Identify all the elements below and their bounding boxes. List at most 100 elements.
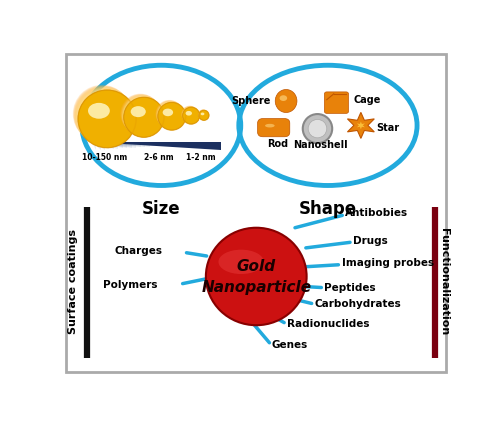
FancyBboxPatch shape (324, 92, 348, 114)
Ellipse shape (122, 95, 162, 135)
Ellipse shape (198, 110, 208, 120)
Ellipse shape (75, 87, 134, 145)
Ellipse shape (182, 106, 198, 123)
Ellipse shape (74, 86, 132, 143)
Text: Sphere: Sphere (232, 96, 271, 106)
Ellipse shape (78, 90, 136, 148)
Ellipse shape (181, 106, 198, 123)
Ellipse shape (122, 95, 162, 135)
Ellipse shape (182, 107, 200, 124)
Ellipse shape (158, 102, 186, 130)
Ellipse shape (156, 101, 184, 128)
Ellipse shape (181, 106, 198, 122)
Ellipse shape (158, 103, 186, 130)
Ellipse shape (156, 101, 184, 129)
Ellipse shape (200, 113, 204, 115)
Ellipse shape (158, 102, 185, 130)
Polygon shape (92, 142, 163, 146)
Ellipse shape (74, 86, 132, 143)
Ellipse shape (199, 110, 209, 120)
Ellipse shape (182, 106, 198, 123)
Polygon shape (92, 142, 172, 145)
Ellipse shape (198, 109, 208, 119)
Ellipse shape (182, 107, 200, 124)
Ellipse shape (182, 106, 198, 123)
Ellipse shape (280, 95, 287, 101)
Ellipse shape (198, 110, 208, 120)
FancyBboxPatch shape (66, 54, 446, 372)
Ellipse shape (158, 103, 186, 130)
Ellipse shape (78, 89, 136, 147)
Ellipse shape (182, 107, 200, 124)
Ellipse shape (124, 97, 164, 137)
Ellipse shape (130, 106, 146, 117)
Ellipse shape (156, 101, 184, 129)
Polygon shape (92, 142, 123, 149)
Ellipse shape (157, 102, 185, 130)
Ellipse shape (199, 110, 209, 120)
Ellipse shape (199, 110, 209, 120)
Polygon shape (92, 142, 208, 143)
Ellipse shape (303, 114, 332, 143)
Ellipse shape (121, 95, 161, 135)
Ellipse shape (78, 90, 136, 148)
Text: Radionuclides: Radionuclides (287, 319, 370, 329)
Polygon shape (92, 142, 132, 148)
Text: Polymers: Polymers (103, 280, 158, 290)
Ellipse shape (123, 97, 164, 136)
Polygon shape (92, 142, 154, 146)
Ellipse shape (182, 107, 200, 124)
Ellipse shape (157, 102, 185, 129)
Ellipse shape (122, 95, 162, 135)
Polygon shape (92, 142, 105, 149)
Ellipse shape (76, 87, 134, 145)
Ellipse shape (182, 106, 199, 123)
Ellipse shape (182, 106, 199, 123)
Text: Gold: Gold (236, 259, 276, 274)
Ellipse shape (156, 101, 184, 129)
Ellipse shape (162, 108, 173, 116)
Ellipse shape (198, 110, 208, 120)
Ellipse shape (198, 110, 208, 119)
Ellipse shape (156, 100, 184, 128)
Ellipse shape (74, 87, 133, 144)
Polygon shape (92, 142, 194, 144)
Ellipse shape (182, 107, 199, 124)
Text: 2-6 nm: 2-6 nm (144, 153, 174, 162)
Ellipse shape (73, 85, 131, 143)
Ellipse shape (124, 97, 164, 137)
Text: Carbohydrates: Carbohydrates (314, 299, 401, 309)
Polygon shape (92, 142, 186, 144)
Ellipse shape (265, 124, 274, 127)
Polygon shape (92, 142, 176, 145)
Ellipse shape (74, 85, 132, 143)
Ellipse shape (123, 96, 163, 136)
Ellipse shape (182, 106, 198, 123)
Ellipse shape (158, 102, 186, 130)
Text: Nanoparticle: Nanoparticle (201, 280, 312, 295)
Ellipse shape (73, 85, 131, 143)
Polygon shape (92, 142, 136, 148)
Ellipse shape (198, 110, 208, 120)
Ellipse shape (156, 100, 184, 128)
Ellipse shape (198, 109, 208, 119)
Ellipse shape (156, 100, 184, 128)
Ellipse shape (198, 110, 209, 120)
Polygon shape (92, 142, 168, 146)
Ellipse shape (120, 94, 161, 134)
Ellipse shape (182, 106, 198, 123)
Polygon shape (92, 142, 96, 150)
Ellipse shape (182, 107, 200, 124)
Ellipse shape (76, 89, 134, 146)
Ellipse shape (122, 95, 162, 135)
Polygon shape (92, 142, 190, 144)
Ellipse shape (122, 96, 163, 136)
Polygon shape (357, 122, 365, 129)
Ellipse shape (182, 106, 199, 124)
Text: 10-150 nm: 10-150 nm (82, 153, 127, 162)
Ellipse shape (198, 110, 208, 120)
Ellipse shape (123, 97, 164, 137)
Ellipse shape (206, 228, 306, 325)
Polygon shape (348, 112, 374, 138)
Polygon shape (92, 142, 114, 149)
